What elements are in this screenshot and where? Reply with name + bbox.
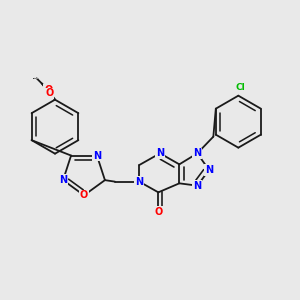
Text: methoxy: methoxy <box>33 78 40 79</box>
Text: N: N <box>93 151 101 160</box>
Text: N: N <box>156 148 164 158</box>
Text: O: O <box>154 207 163 217</box>
Text: O: O <box>44 85 52 95</box>
Text: N: N <box>193 181 201 191</box>
Text: N: N <box>59 175 67 185</box>
Text: N: N <box>193 148 201 158</box>
Text: N: N <box>205 165 213 175</box>
Text: Cl: Cl <box>236 83 245 92</box>
Text: O: O <box>45 88 53 98</box>
Text: O: O <box>80 190 88 200</box>
Text: N: N <box>135 177 143 187</box>
